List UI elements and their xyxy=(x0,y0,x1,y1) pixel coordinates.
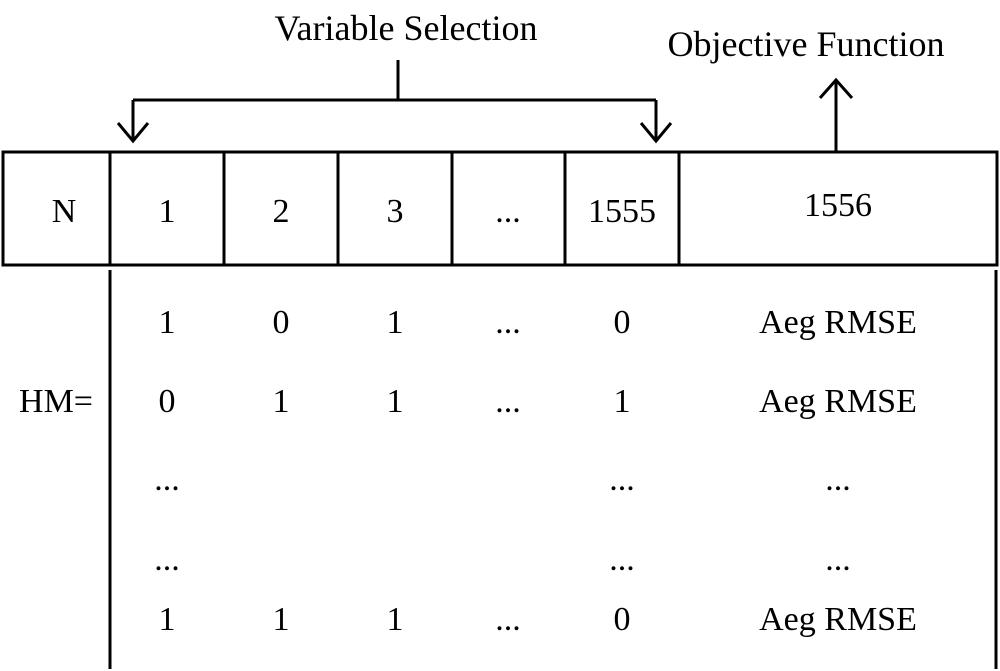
variable-selection-label: Variable Selection xyxy=(275,8,538,48)
header-cell-1555: 1555 xyxy=(588,193,656,230)
matrix-cell: 0 xyxy=(614,601,631,638)
matrix-cell: 1 xyxy=(273,383,290,420)
arrow-down-right-icon xyxy=(639,122,673,144)
hm-matrix: 1 0 1 ... 0 Aeg RMSE 0 1 1 ... 1 Aeg RMS… xyxy=(154,304,917,638)
header-cell-1: 1 xyxy=(159,193,176,230)
matrix-cell: 0 xyxy=(614,304,631,341)
hm-label: HM= xyxy=(19,383,93,420)
matrix-cell: 1 xyxy=(387,383,404,420)
arrow-down-left-icon xyxy=(116,122,150,144)
matrix-cell: 1 xyxy=(159,304,176,341)
objective-function-label: Objective Function xyxy=(668,24,945,64)
header-cell-n: N xyxy=(52,193,77,230)
matrix-cell: 0 xyxy=(159,383,176,420)
matrix-cell-objective: ... xyxy=(825,461,851,498)
matrix-cell: 1 xyxy=(614,383,631,420)
matrix-cell-objective: ... xyxy=(825,541,851,578)
header-cell-2: 2 xyxy=(273,193,290,230)
matrix-cell: ... xyxy=(495,601,521,638)
header-cell-3: 3 xyxy=(387,193,404,230)
matrix-cell: ... xyxy=(154,541,180,578)
matrix-cell: ... xyxy=(609,541,635,578)
matrix-cell: 1 xyxy=(159,601,176,638)
matrix-cell: 0 xyxy=(273,304,290,341)
matrix-cell: ... xyxy=(495,383,521,420)
header-cell-1556: 1556 xyxy=(804,187,872,224)
matrix-cell-objective: Aeg RMSE xyxy=(759,383,917,420)
arrow-up-icon xyxy=(818,77,854,152)
variable-selection-bracket xyxy=(131,60,658,140)
header-cell-ellipsis: ... xyxy=(495,193,521,230)
matrix-cell: ... xyxy=(495,304,521,341)
matrix-cell: ... xyxy=(154,461,180,498)
header-table xyxy=(1,150,999,267)
matrix-cell-objective: Aeg RMSE xyxy=(759,304,917,341)
matrix-bracket-lines xyxy=(108,270,998,669)
matrix-cell-objective: Aeg RMSE xyxy=(759,601,917,638)
matrix-cell: 1 xyxy=(273,601,290,638)
matrix-cell: 1 xyxy=(387,304,404,341)
matrix-cell: ... xyxy=(609,461,635,498)
matrix-cell: 1 xyxy=(387,601,404,638)
